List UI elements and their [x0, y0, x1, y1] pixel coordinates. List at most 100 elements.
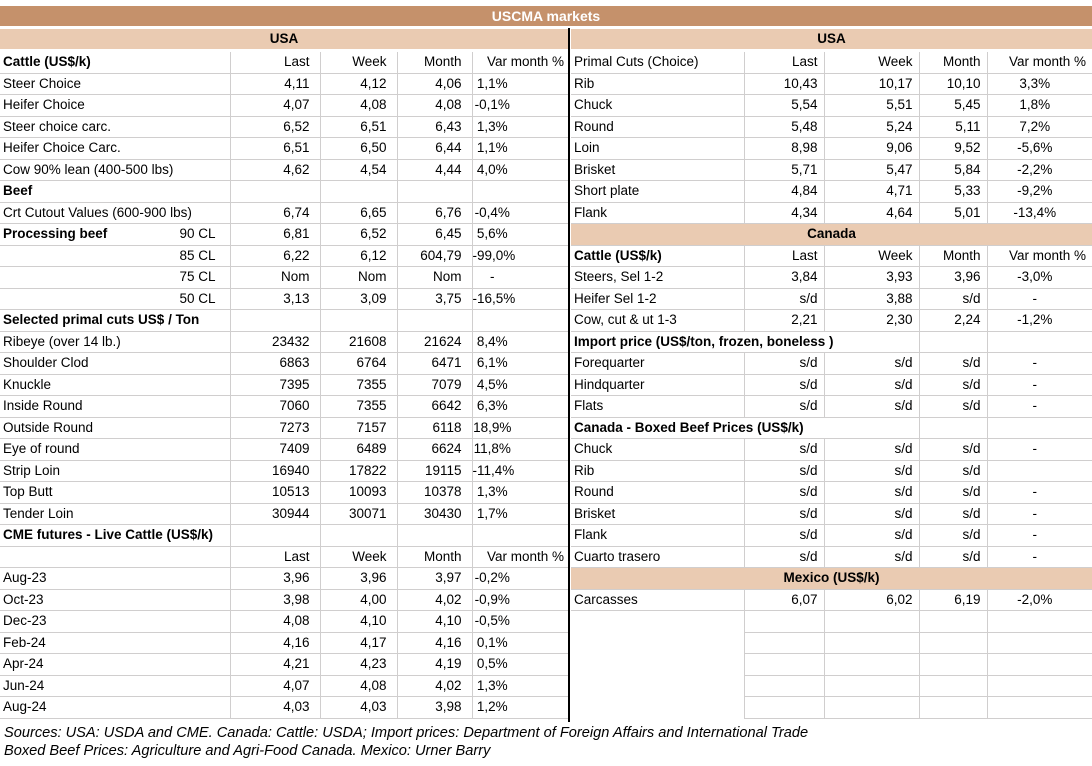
row-label: 85 CL	[0, 244, 231, 267]
row-label-text: Dec-23	[3, 613, 47, 628]
region-band-row: Canada	[571, 223, 1092, 245]
row-label-text: Flank	[574, 527, 608, 542]
cell-value: 4,17	[319, 631, 398, 654]
row-label-text: Steer choice carc.	[3, 118, 112, 134]
row-label: Feb-24	[0, 631, 231, 654]
cell-var-month: -9,2%	[986, 180, 1092, 203]
cell-value: 6,50	[319, 137, 398, 160]
cell-value: Nom	[229, 266, 321, 289]
group-label: Cattle (US$/k)	[0, 52, 231, 74]
cell-value: s/d	[918, 438, 988, 461]
cell-var-month: 7,2%	[986, 115, 1092, 138]
empty-cell	[918, 653, 988, 676]
row-label: Cuarto trasero	[571, 545, 745, 568]
row-label-text: Apr-24	[3, 656, 44, 671]
cell-value: s/d	[823, 373, 920, 396]
row-label: Chuck	[571, 438, 745, 461]
cell-value: 23432	[229, 330, 321, 353]
row-label: Ribeye (over 14 lb.)	[0, 330, 231, 353]
primal-canada-mexico-table: Primal Cuts (Choice) Last Week Month Var mon…	[571, 52, 1092, 719]
cell-var-month: -	[986, 524, 1092, 547]
empty-cell	[571, 610, 745, 632]
cell-value: 4,08	[396, 94, 473, 117]
row-label: Eye of round	[0, 438, 231, 461]
row-label: Tender Loin	[0, 502, 231, 525]
row-label: Dec-23	[0, 610, 231, 633]
cell-value: 6,65	[319, 201, 398, 224]
table-row: Primal Cuts (Choice) Last Week Month Var mon…	[571, 52, 1092, 74]
table-row: Flank s/d s/d s/d -	[571, 524, 1092, 547]
cell-var-month: -	[986, 287, 1092, 310]
empty-cell	[743, 631, 825, 654]
cell-var-month: 6,1%	[471, 352, 568, 375]
cell-value: 19115	[396, 459, 473, 482]
row-label-text: Carcasses	[574, 591, 638, 607]
row-label: Knuckle	[0, 373, 231, 396]
table-row: Eye of round 7409 6489 6624 11,8%	[0, 438, 568, 461]
row-label: Round	[571, 481, 745, 504]
cell-value: 6,74	[229, 201, 321, 224]
empty-cell	[986, 674, 1092, 697]
cell-value: s/d	[918, 524, 988, 547]
usa-prices-table-body: Cattle (US$/k) Last Week Month Var month % St…	[0, 52, 568, 719]
section-label: Canada - Boxed Beef Prices (US$/k)	[571, 416, 920, 439]
cell-value: 6624	[396, 438, 473, 461]
table-row: Feb-24 4,16 4,17 4,16 0,1%	[0, 631, 568, 654]
cell-var-month: 18,9%	[471, 416, 568, 439]
cell-value: 5,51	[823, 94, 920, 117]
empty-cell	[986, 653, 1092, 676]
table-row: Selected primal cuts US$ / Ton	[0, 309, 568, 332]
cell-var-month: -1,2%	[986, 309, 1092, 332]
row-label-text: Round	[574, 484, 614, 499]
cell-value: s/d	[743, 373, 825, 396]
empty-cell	[743, 610, 825, 633]
cell-value: s/d	[743, 524, 825, 547]
cell-value: 3,98	[229, 588, 321, 611]
section-label: Import price (US$/ton, frozen, boneless …	[571, 330, 920, 353]
cell-var-month: 11,8%	[471, 438, 568, 461]
cell-value: 4,34	[743, 201, 825, 224]
cell-var-month: 1,3%	[471, 481, 568, 504]
cell-value: 10093	[319, 481, 398, 504]
report-title: USCMA markets	[0, 6, 1092, 26]
cell-value: 8,98	[743, 137, 825, 160]
cell-value: 4,62	[229, 158, 321, 181]
row-label: Apr-24	[0, 653, 231, 676]
empty-cell	[986, 416, 1092, 439]
cell-value: 4,10	[319, 610, 398, 633]
table-row: Cuarto trasero s/d s/d s/d -	[571, 545, 1092, 568]
row-label-text: Round	[574, 118, 614, 134]
column-header: Week	[823, 52, 920, 74]
row-label-text: Aug-23	[3, 570, 47, 585]
cell-var-month: 8,4%	[471, 330, 568, 353]
table-row: Chuck 5,54 5,51 5,45 1,8%	[571, 94, 1092, 117]
cell-value: 6,22	[229, 244, 321, 267]
cell-value: s/d	[918, 395, 988, 418]
cell-value: 4,08	[319, 94, 398, 117]
column-header: Last	[743, 244, 825, 267]
cell-value: 6642	[396, 395, 473, 418]
row-label-text: 85 CL	[179, 247, 216, 263]
empty-cell	[571, 653, 745, 675]
section-label: CME futures - Live Cattle (US$/k)	[0, 524, 231, 547]
cell-value: 5,24	[823, 115, 920, 138]
row-label-text: Heifer Choice Carc.	[3, 140, 121, 155]
row-label-text: Ribeye (over 14 lb.)	[3, 333, 121, 349]
cell-var-month: 1,1%	[471, 72, 568, 95]
cell-var-month	[986, 459, 1092, 482]
cell-value: 7409	[229, 438, 321, 461]
row-label: Shoulder Clod	[0, 352, 231, 375]
empty-cell	[986, 631, 1092, 654]
section-label: Beef	[0, 180, 231, 203]
row-label-text: Shoulder Clod	[3, 355, 89, 370]
cell-value: s/d	[918, 459, 988, 482]
cell-var-month: -	[986, 545, 1092, 568]
cell-var-month: -	[986, 502, 1092, 525]
cell-value: 7060	[229, 395, 321, 418]
empty-cell	[918, 631, 988, 654]
empty-cell	[319, 180, 398, 203]
cell-value: 2,21	[743, 309, 825, 332]
cell-value: 2,24	[918, 309, 988, 332]
empty-cell	[743, 674, 825, 697]
cell-value: 4,16	[229, 631, 321, 654]
